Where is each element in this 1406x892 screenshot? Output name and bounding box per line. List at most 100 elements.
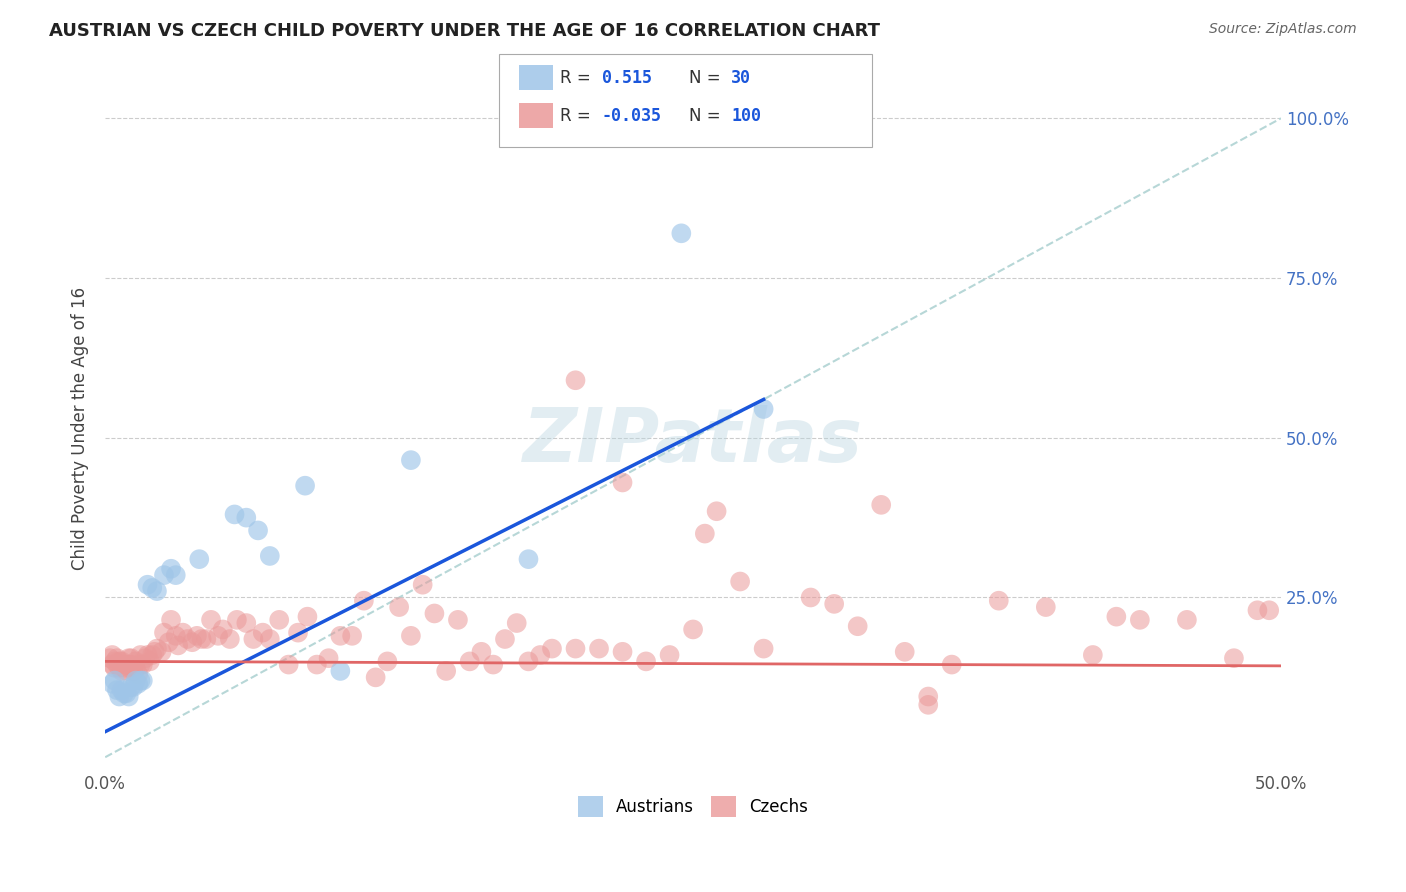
Legend: Austrians, Czechs: Austrians, Czechs xyxy=(571,789,815,823)
Austrians xyxy=(146,584,169,599)
Text: ZIPatlas: ZIPatlas xyxy=(523,405,863,478)
Austrians xyxy=(112,686,135,700)
Austrians xyxy=(153,568,176,582)
Y-axis label: Child Poverty Under the Age of 16: Child Poverty Under the Age of 16 xyxy=(72,286,89,570)
Austrians xyxy=(129,673,152,688)
Czechs xyxy=(105,657,128,672)
Czechs xyxy=(634,654,657,668)
Czechs xyxy=(1081,648,1104,662)
Czechs xyxy=(728,574,751,589)
Czechs xyxy=(277,657,299,672)
Czechs xyxy=(132,657,155,672)
Austrians xyxy=(160,562,183,576)
Austrians xyxy=(259,549,281,563)
Czechs xyxy=(111,664,134,678)
Czechs xyxy=(564,641,586,656)
Czechs xyxy=(297,609,319,624)
Czechs xyxy=(658,648,681,662)
Austrians xyxy=(399,453,422,467)
Austrians xyxy=(188,552,211,566)
Czechs xyxy=(305,657,328,672)
Text: R =: R = xyxy=(560,107,591,125)
Text: N =: N = xyxy=(689,107,720,125)
Austrians xyxy=(122,680,145,694)
Czechs xyxy=(259,632,281,646)
Czechs xyxy=(340,629,363,643)
Czechs xyxy=(1129,613,1152,627)
Austrians xyxy=(517,552,540,566)
Czechs xyxy=(870,498,893,512)
Czechs xyxy=(242,632,264,646)
Czechs xyxy=(176,632,198,646)
Text: 0.515: 0.515 xyxy=(602,69,652,87)
Czechs xyxy=(399,629,422,643)
Czechs xyxy=(200,613,222,627)
Czechs xyxy=(101,648,124,662)
Czechs xyxy=(150,645,173,659)
Czechs xyxy=(917,698,939,712)
Czechs xyxy=(1035,600,1057,615)
Austrians xyxy=(125,673,148,688)
Czechs xyxy=(118,651,141,665)
Czechs xyxy=(564,373,586,387)
Czechs xyxy=(893,645,915,659)
Czechs xyxy=(329,629,352,643)
Czechs xyxy=(120,651,142,665)
Czechs xyxy=(1175,613,1198,627)
Czechs xyxy=(318,651,340,665)
Austrians xyxy=(105,683,128,698)
Czechs xyxy=(186,629,208,643)
Czechs xyxy=(353,593,375,607)
Czechs xyxy=(105,651,128,665)
Austrians xyxy=(224,508,246,522)
Czechs xyxy=(120,657,142,672)
Czechs xyxy=(122,664,145,678)
Austrians xyxy=(108,690,131,704)
Czechs xyxy=(612,475,634,490)
Czechs xyxy=(482,657,505,672)
Czechs xyxy=(225,613,247,627)
Text: Source: ZipAtlas.com: Source: ZipAtlas.com xyxy=(1209,22,1357,37)
Austrians xyxy=(329,664,352,678)
Czechs xyxy=(172,625,194,640)
Czechs xyxy=(287,625,309,640)
Czechs xyxy=(129,648,152,662)
Czechs xyxy=(941,657,963,672)
Text: -0.035: -0.035 xyxy=(602,107,662,125)
Czechs xyxy=(517,654,540,668)
Austrians xyxy=(294,478,316,492)
Czechs xyxy=(693,526,716,541)
Czechs xyxy=(447,613,470,627)
Czechs xyxy=(165,629,187,643)
Czechs xyxy=(846,619,869,633)
Czechs xyxy=(167,639,190,653)
Czechs xyxy=(682,623,704,637)
Czechs xyxy=(588,641,610,656)
Czechs xyxy=(412,578,434,592)
Czechs xyxy=(108,661,131,675)
Czechs xyxy=(160,613,183,627)
Czechs xyxy=(195,632,218,646)
Austrians xyxy=(127,677,149,691)
Text: AUSTRIAN VS CZECH CHILD POVERTY UNDER THE AGE OF 16 CORRELATION CHART: AUSTRIAN VS CZECH CHILD POVERTY UNDER TH… xyxy=(49,22,880,40)
Austrians xyxy=(235,510,257,524)
Czechs xyxy=(146,641,169,656)
Czechs xyxy=(377,654,399,668)
Czechs xyxy=(125,654,148,668)
Czechs xyxy=(104,661,127,675)
Text: N =: N = xyxy=(689,69,720,87)
Czechs xyxy=(529,648,551,662)
Czechs xyxy=(1223,651,1246,665)
Czechs xyxy=(139,654,162,668)
Czechs xyxy=(364,670,387,684)
Czechs xyxy=(108,654,131,668)
Czechs xyxy=(127,667,149,681)
Czechs xyxy=(506,615,529,630)
Czechs xyxy=(1258,603,1281,617)
Czechs xyxy=(494,632,516,646)
Czechs xyxy=(98,651,121,665)
Austrians xyxy=(165,568,187,582)
Czechs xyxy=(218,632,240,646)
Austrians xyxy=(120,680,142,694)
Austrians xyxy=(141,581,163,595)
